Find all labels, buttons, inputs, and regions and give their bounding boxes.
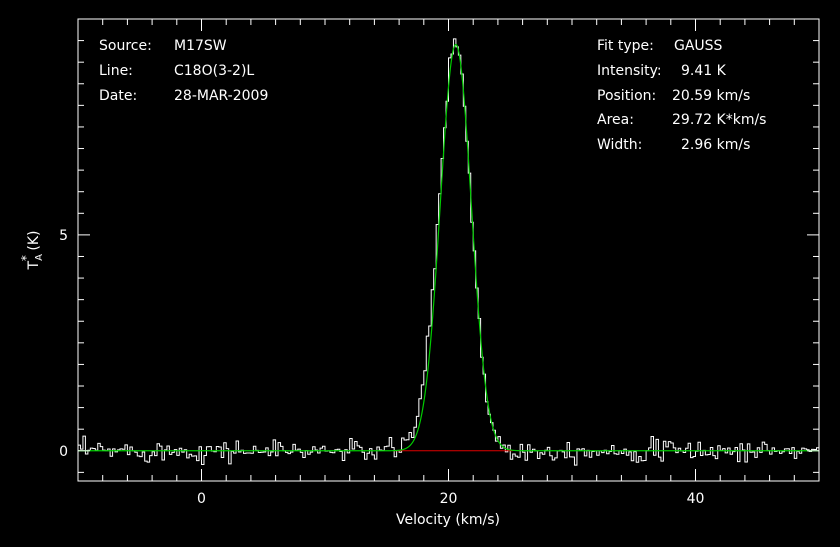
- info-source-label: Source:: [99, 38, 152, 54]
- info-fit-type-value: GAUSS: [674, 38, 723, 54]
- y-axis-label: TA* (K): [19, 231, 45, 271]
- y-tick-label: 0: [59, 444, 68, 460]
- info-position-value: 20.59 km/s: [672, 88, 750, 104]
- info-position-label: Position:: [597, 88, 656, 104]
- y-axis-label-main: T: [26, 260, 42, 270]
- x-tick-label: 0: [197, 491, 206, 507]
- info-intensity-value: 9.41 K: [681, 63, 727, 79]
- plot-frame: [77, 18, 820, 482]
- info-left-block: Source: M17SW Line: C18O(3-2)L Date: 28-…: [99, 38, 268, 104]
- info-area-label: Area:: [597, 112, 634, 128]
- info-line-label: Line:: [99, 63, 133, 79]
- info-line-value: C18O(3-2)L: [174, 63, 254, 79]
- info-width-label: Width:: [597, 137, 642, 153]
- info-intensity-label: Intensity:: [597, 63, 662, 79]
- info-date-label: Date:: [99, 88, 137, 104]
- info-date-value: 28-MAR-2009: [174, 88, 268, 104]
- info-right-block: Fit type: GAUSS Intensity: 9.41 K Positi…: [597, 38, 766, 153]
- x-tick-label: 40: [687, 491, 705, 507]
- y-axis-label-unit: (K): [26, 231, 42, 256]
- info-source-value: M17SW: [174, 38, 227, 54]
- gauss-fit-line: [78, 43, 819, 452]
- info-fit-type-label: Fit type:: [597, 38, 654, 54]
- info-area-value: 29.72 K*km/s: [672, 112, 766, 128]
- svg-text:TA* (K): TA* (K): [19, 231, 45, 271]
- x-tick-label: 20: [440, 491, 458, 507]
- x-axis-label: Velocity (km/s): [396, 512, 500, 528]
- y-axis-label-sup: *: [19, 255, 33, 261]
- info-width-value: 2.96 km/s: [681, 137, 750, 153]
- y-axis-label-sub: A: [34, 254, 45, 261]
- spectrum-line: [78, 38, 819, 466]
- y-tick-label: 5: [59, 228, 68, 244]
